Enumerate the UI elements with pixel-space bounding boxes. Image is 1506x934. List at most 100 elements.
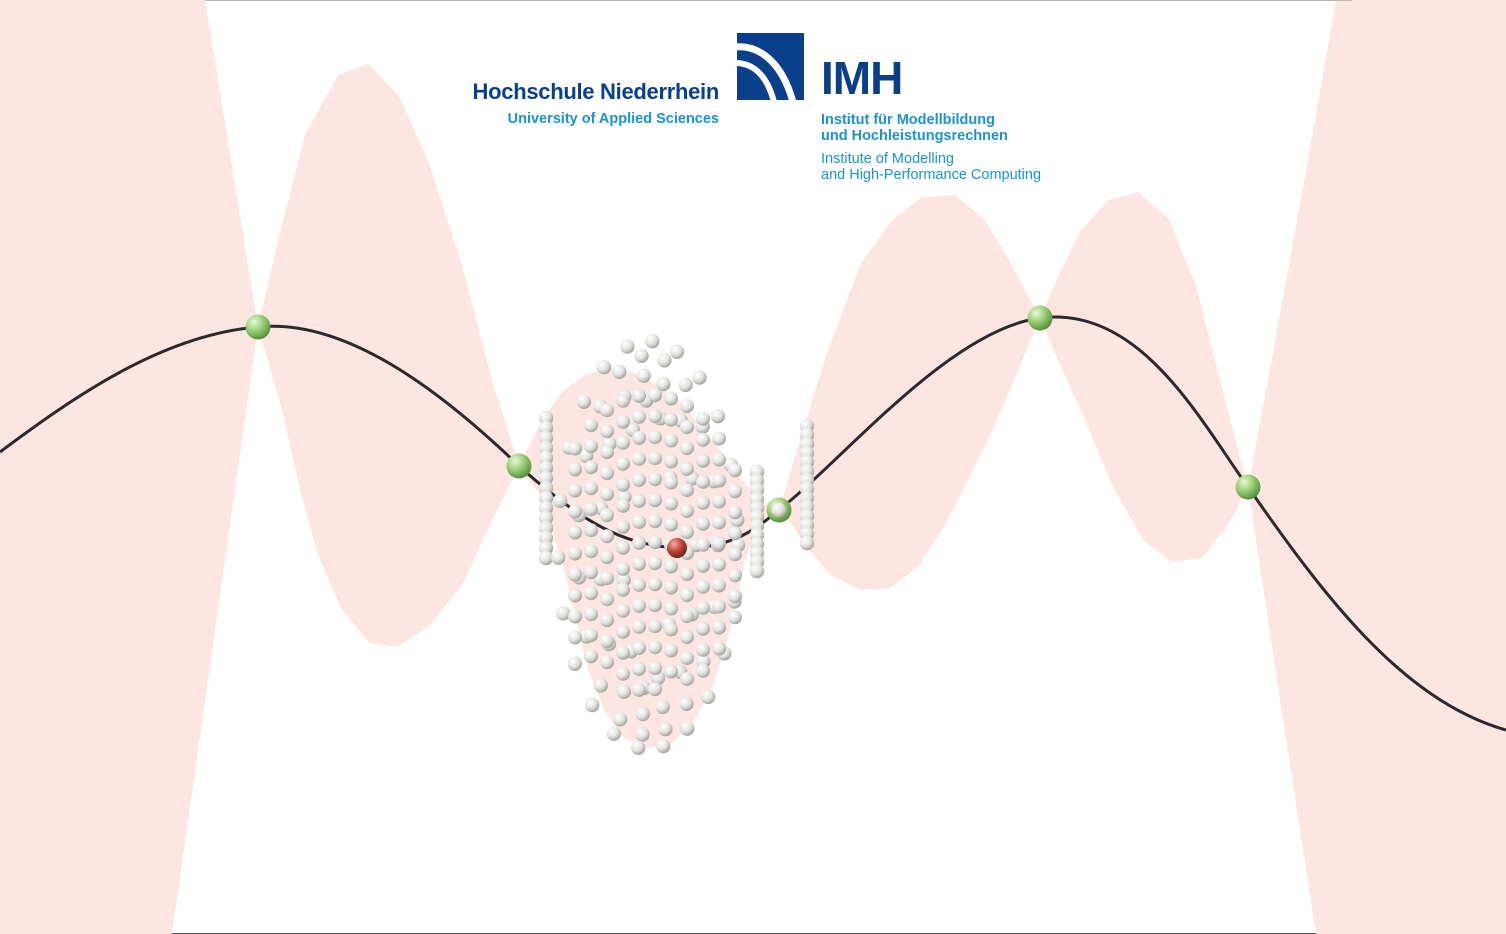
sample-point xyxy=(680,567,694,582)
sample-point xyxy=(635,706,650,722)
sample-point xyxy=(656,376,671,392)
sample-point xyxy=(648,514,662,529)
sample-point xyxy=(632,451,646,466)
sample-point xyxy=(771,502,787,518)
sample-point xyxy=(712,620,726,635)
sample-point xyxy=(648,640,662,655)
sample-point xyxy=(568,630,582,645)
sample-point xyxy=(728,463,742,478)
imh-swoosh-logo-icon xyxy=(737,33,804,100)
sample-point xyxy=(584,481,598,496)
sample-point xyxy=(696,579,710,594)
institute-de-line-2: und Hochleistungsrechnen xyxy=(821,128,1008,144)
sample-point xyxy=(616,684,631,699)
sample-point xyxy=(600,655,614,670)
sample-point xyxy=(568,462,582,477)
sample-point xyxy=(612,364,627,379)
sample-point xyxy=(655,699,670,715)
sample-point xyxy=(600,487,614,502)
sample-point xyxy=(568,525,582,540)
sample-point xyxy=(710,409,725,424)
sample-point xyxy=(616,498,630,513)
sample-point xyxy=(728,610,742,625)
sample-point xyxy=(538,440,554,456)
observation-point xyxy=(245,314,271,340)
sample-point xyxy=(584,523,598,538)
sample-point xyxy=(712,473,726,488)
sample-point xyxy=(584,649,598,664)
sample-point xyxy=(568,567,582,582)
sample-point xyxy=(538,540,554,556)
sample-point xyxy=(656,738,671,754)
sample-point xyxy=(648,430,662,445)
sample-point xyxy=(712,452,726,467)
institute-en-line-1: Institute of Modelling xyxy=(821,151,954,167)
observation-points xyxy=(245,305,1261,523)
sample-point xyxy=(712,641,726,656)
sample-point xyxy=(568,441,582,456)
sample-point xyxy=(696,516,710,531)
sample-point xyxy=(616,456,630,471)
sample-point xyxy=(616,582,630,597)
sample-point xyxy=(576,394,592,409)
sample-point xyxy=(616,393,630,408)
sample-points xyxy=(538,334,815,755)
sample-point xyxy=(634,348,649,363)
sample-point xyxy=(680,441,694,456)
sample-point xyxy=(632,535,646,550)
sample-point xyxy=(632,472,646,487)
sample-point xyxy=(696,621,710,636)
sample-point xyxy=(712,557,726,572)
sample-point xyxy=(648,577,662,592)
sample-point xyxy=(584,460,598,475)
band-segment xyxy=(1248,0,1506,934)
sample-point xyxy=(648,409,662,424)
institute-en-line-2: and High-Performance Computing xyxy=(821,167,1042,183)
sample-point xyxy=(538,450,554,466)
sample-point xyxy=(568,504,582,519)
sample-point xyxy=(616,477,630,492)
sample-point xyxy=(648,556,662,571)
sample-point xyxy=(664,496,678,511)
sample-point xyxy=(799,535,815,551)
sample-point xyxy=(696,600,710,615)
sample-point xyxy=(632,598,646,613)
sample-point xyxy=(584,418,598,433)
sample-point xyxy=(600,445,614,460)
sample-point xyxy=(680,525,694,540)
sample-point xyxy=(728,547,742,562)
sample-point xyxy=(632,577,646,592)
sample-point xyxy=(616,572,631,587)
sample-point xyxy=(664,412,678,427)
sample-point xyxy=(680,721,695,736)
sample-point xyxy=(632,661,646,676)
sample-point xyxy=(596,360,612,375)
sample-point xyxy=(538,460,554,476)
institute-name-english: Institute of Modelling and High-Performa… xyxy=(821,151,1054,183)
sample-point xyxy=(584,607,598,622)
sample-point xyxy=(728,484,742,499)
sample-point xyxy=(632,409,646,424)
band-segment xyxy=(0,0,258,934)
sample-point xyxy=(600,592,614,607)
sample-point xyxy=(568,546,582,561)
sample-point xyxy=(584,565,598,580)
sample-point xyxy=(612,712,628,727)
sample-point xyxy=(657,353,672,368)
sample-point xyxy=(712,536,726,551)
sample-point xyxy=(616,540,630,555)
sample-point xyxy=(664,475,678,490)
sample-point xyxy=(664,517,678,532)
sample-point xyxy=(616,519,630,534)
sample-point xyxy=(648,619,662,634)
sample-point xyxy=(632,556,646,571)
sample-point xyxy=(648,493,662,508)
sample-point xyxy=(538,480,554,496)
sample-point xyxy=(600,529,614,544)
sample-point xyxy=(616,645,630,660)
sample-point xyxy=(584,544,598,559)
sample-point xyxy=(616,435,630,450)
sample-point xyxy=(584,439,598,454)
sample-point xyxy=(648,682,662,697)
